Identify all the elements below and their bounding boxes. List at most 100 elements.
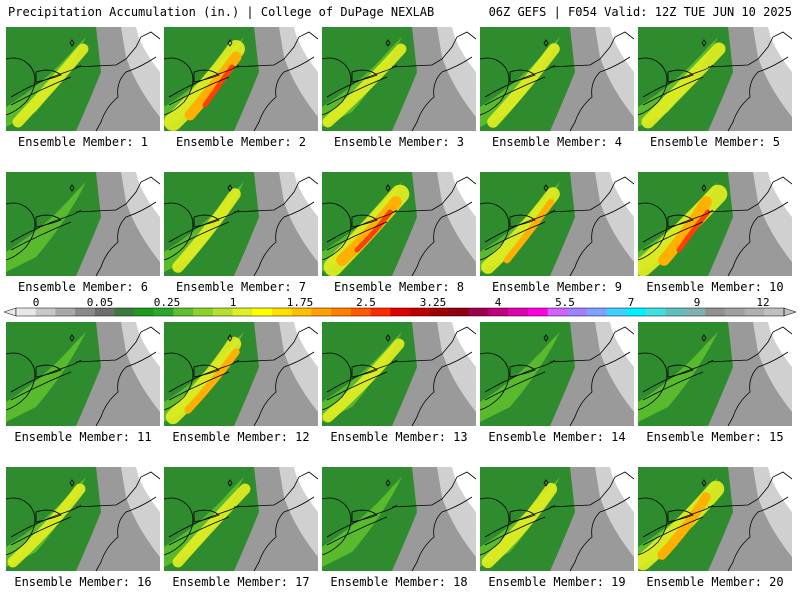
coastline-outline xyxy=(411,511,443,571)
lake-michigan-outline xyxy=(480,497,510,556)
colorbar-segment xyxy=(744,308,765,316)
map-outlines xyxy=(6,176,160,276)
lake-erie-outline xyxy=(509,364,536,378)
precip-map xyxy=(480,172,634,276)
colorbar-tick-label: 0 xyxy=(33,296,40,309)
colorbar-segment xyxy=(311,308,332,316)
colorbar-frame xyxy=(15,307,785,317)
coast-north-outline xyxy=(283,56,315,73)
dry-area-white xyxy=(294,27,318,72)
colorbar-segment xyxy=(685,308,706,316)
coast-north-outline xyxy=(125,351,157,368)
station-marker xyxy=(227,184,233,192)
ensemble-member-label: Ensemble Member: 15 xyxy=(646,430,784,444)
colorbar-segment xyxy=(252,308,273,316)
ensemble-member-label: Ensemble Member: 6 xyxy=(17,280,149,294)
coast-north-outline xyxy=(757,351,789,368)
colorbar-tick-label: 5.5 xyxy=(555,296,575,309)
map-outlines xyxy=(322,31,476,131)
lake-outline-2 xyxy=(10,516,72,546)
ensemble-member-panel xyxy=(638,172,792,276)
colorbar-segment xyxy=(350,308,371,316)
lake-michigan-outline xyxy=(638,497,668,556)
colorbar-arrow-right xyxy=(783,307,797,317)
precip-map xyxy=(322,27,476,131)
ensemble-member-label: Ensemble Member: 4 xyxy=(491,135,623,149)
station-marker xyxy=(385,334,391,342)
ensemble-member-panel xyxy=(6,27,160,131)
coast-north-outline xyxy=(599,201,631,218)
coast-north-outline xyxy=(125,56,157,73)
station-marker xyxy=(543,334,549,342)
map-outlines xyxy=(6,326,160,426)
station-marker xyxy=(69,184,75,192)
ensemble-member-label: Ensemble Member: 20 xyxy=(646,575,784,589)
ensemble-member-label: Ensemble Member: 12 xyxy=(172,430,310,444)
station-marker xyxy=(543,479,549,487)
colorbar-segment xyxy=(153,308,174,316)
precip-heavy xyxy=(336,196,402,266)
border-outline xyxy=(233,471,318,508)
colorbar-segment xyxy=(724,308,745,316)
lake-erie-outline xyxy=(667,69,694,83)
ensemble-member-panel xyxy=(322,172,476,276)
colorbar-segment xyxy=(587,308,608,316)
border-outline xyxy=(233,176,318,213)
station-marker xyxy=(69,334,75,342)
coastline-outline xyxy=(253,216,285,276)
precip-map xyxy=(322,322,476,426)
map-outlines xyxy=(480,471,634,571)
lake-michigan-outline xyxy=(322,57,352,116)
coast-north-outline xyxy=(757,496,789,513)
colorbar: 0 0.05 0.25 1 1.75 2.5 3.25 4 5.5 7 9 12 xyxy=(0,296,800,320)
coastline-outline xyxy=(411,366,443,426)
station-marker xyxy=(227,334,233,342)
border-outline xyxy=(391,176,476,213)
colorbar-segment xyxy=(272,308,292,316)
dry-area-white xyxy=(610,172,634,217)
colorbar-segment xyxy=(528,308,548,316)
ensemble-member-panel xyxy=(6,172,160,276)
precip-map xyxy=(638,322,792,426)
colorbar-segment xyxy=(212,308,233,316)
coastline-outline xyxy=(95,71,127,131)
coast-north-outline xyxy=(283,351,315,368)
colorbar-segment xyxy=(508,308,529,316)
colorbar-segment xyxy=(16,308,36,316)
ensemble-member-panel xyxy=(164,27,318,131)
ensemble-member-label: Ensemble Member: 14 xyxy=(488,430,626,444)
map-outlines xyxy=(322,471,476,571)
ensemble-member-panel xyxy=(638,467,792,571)
lake-michigan-outline xyxy=(164,352,194,411)
coast-north-outline xyxy=(441,496,473,513)
coast-north-outline xyxy=(283,201,315,218)
lake-erie-outline xyxy=(35,69,62,83)
coastline-outline xyxy=(569,216,601,276)
coast-north-outline xyxy=(441,56,473,73)
lake-michigan-outline xyxy=(6,202,36,261)
precip-map xyxy=(322,172,476,276)
map-outlines xyxy=(480,326,634,426)
precip-map xyxy=(638,467,792,571)
colorbar-segment xyxy=(468,308,489,316)
lake-michigan-outline xyxy=(322,497,352,556)
border-outline xyxy=(233,31,318,68)
lake-michigan-outline xyxy=(6,497,36,556)
lake-erie-outline xyxy=(667,509,694,523)
ensemble-member-label: Ensemble Member: 3 xyxy=(333,135,465,149)
border-outline xyxy=(75,31,160,68)
precip-band xyxy=(638,332,718,422)
precip-heavy xyxy=(657,492,711,560)
border-outline xyxy=(75,176,160,213)
precip-map xyxy=(480,322,634,426)
map-outlines xyxy=(638,326,792,426)
lake-erie-outline xyxy=(193,509,220,523)
precip-heavy xyxy=(658,196,712,266)
lake-outline-2 xyxy=(10,221,72,251)
ensemble-member-label: Ensemble Member: 16 xyxy=(14,575,152,589)
dry-area-white xyxy=(452,322,476,367)
lake-michigan-outline xyxy=(6,352,36,411)
colorbar-segment xyxy=(114,308,135,316)
ensemble-member-panel xyxy=(322,467,476,571)
